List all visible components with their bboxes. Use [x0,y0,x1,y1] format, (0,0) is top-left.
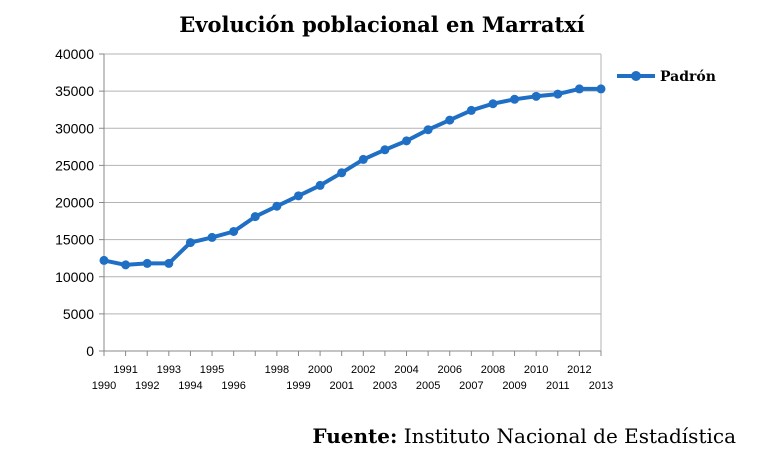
data-point [402,136,412,146]
data-point [121,260,131,270]
x-tick-label: 2013 [589,380,613,392]
data-point [337,168,347,178]
chart-title: Evolución poblacional en Marratxí [179,12,584,37]
y-tick-label: 15000 [55,232,94,248]
data-point [510,94,520,104]
x-tick-label: 1991 [113,364,137,376]
data-point [272,201,282,211]
x-tick-label: 2001 [329,380,353,392]
data-point [185,238,195,248]
x-tick-label: 1996 [221,380,245,392]
source-note: Fuente: Instituto Nacional de Estadístic… [312,424,736,448]
chart-series [99,84,606,270]
x-tick-label: 1995 [200,364,224,376]
x-tick-label: 2000 [308,364,332,376]
data-point [99,255,109,265]
x-tick-label: 1992 [135,380,159,392]
x-axis-ticks: 1990 1991 1992 1993 1994 1995 1996 1998 1999 2000… [92,351,613,392]
data-point [250,212,260,222]
y-tick-label: 20000 [55,195,94,211]
data-point [142,258,152,268]
data-point [293,191,303,201]
chart-gridlines [104,53,601,315]
y-tick-label: 5000 [63,306,94,322]
x-tick-label: 2011 [546,380,570,392]
x-tick-label: 1999 [286,380,310,392]
x-tick-label: 1998 [265,364,289,376]
data-point [358,154,368,164]
y-tick-label: 35000 [55,83,94,99]
source-label: Fuente: [312,424,398,448]
data-point [380,145,390,155]
x-tick-label: 2010 [524,364,548,376]
data-point [164,258,174,268]
data-point [229,226,239,236]
y-tick-label: 25000 [55,157,94,173]
y-axis-ticks: 0 5000 10000 15000 20000 25000 30000 35000 40000 [55,46,104,359]
chart-legend: Padrón [617,69,716,85]
data-point [596,84,606,94]
series-line-0 [103,86,601,267]
x-tick-label: 2009 [502,380,526,392]
legend-marker [631,71,641,81]
x-tick-label: 2003 [373,380,397,392]
data-point [466,105,476,115]
x-tick-label: 2005 [416,380,440,392]
x-tick-label: 1990 [92,380,116,392]
y-tick-label: 40000 [55,46,94,62]
data-point [531,91,541,101]
legend-label: Padrón [660,69,716,85]
y-tick-label: 30000 [55,120,94,136]
x-tick-label: 2008 [481,364,505,376]
x-tick-label: 2012 [567,364,591,376]
x-tick-label: 1993 [157,364,181,376]
x-tick-label: 2004 [394,364,418,376]
data-point [488,99,498,109]
data-point [315,180,325,190]
y-tick-label: 10000 [55,269,94,285]
chart-axes [103,53,602,352]
x-tick-label: 1994 [178,380,202,392]
y-tick-label: 0 [86,343,94,359]
source-text: Instituto Nacional de Estadística [397,424,736,448]
data-point [445,115,455,125]
data-point [574,84,584,94]
data-point [423,125,433,135]
x-tick-label: 2006 [437,364,461,376]
data-point [207,232,217,242]
data-point [553,89,563,99]
x-tick-label: 2007 [459,380,483,392]
x-tick-label: 2002 [351,364,375,376]
